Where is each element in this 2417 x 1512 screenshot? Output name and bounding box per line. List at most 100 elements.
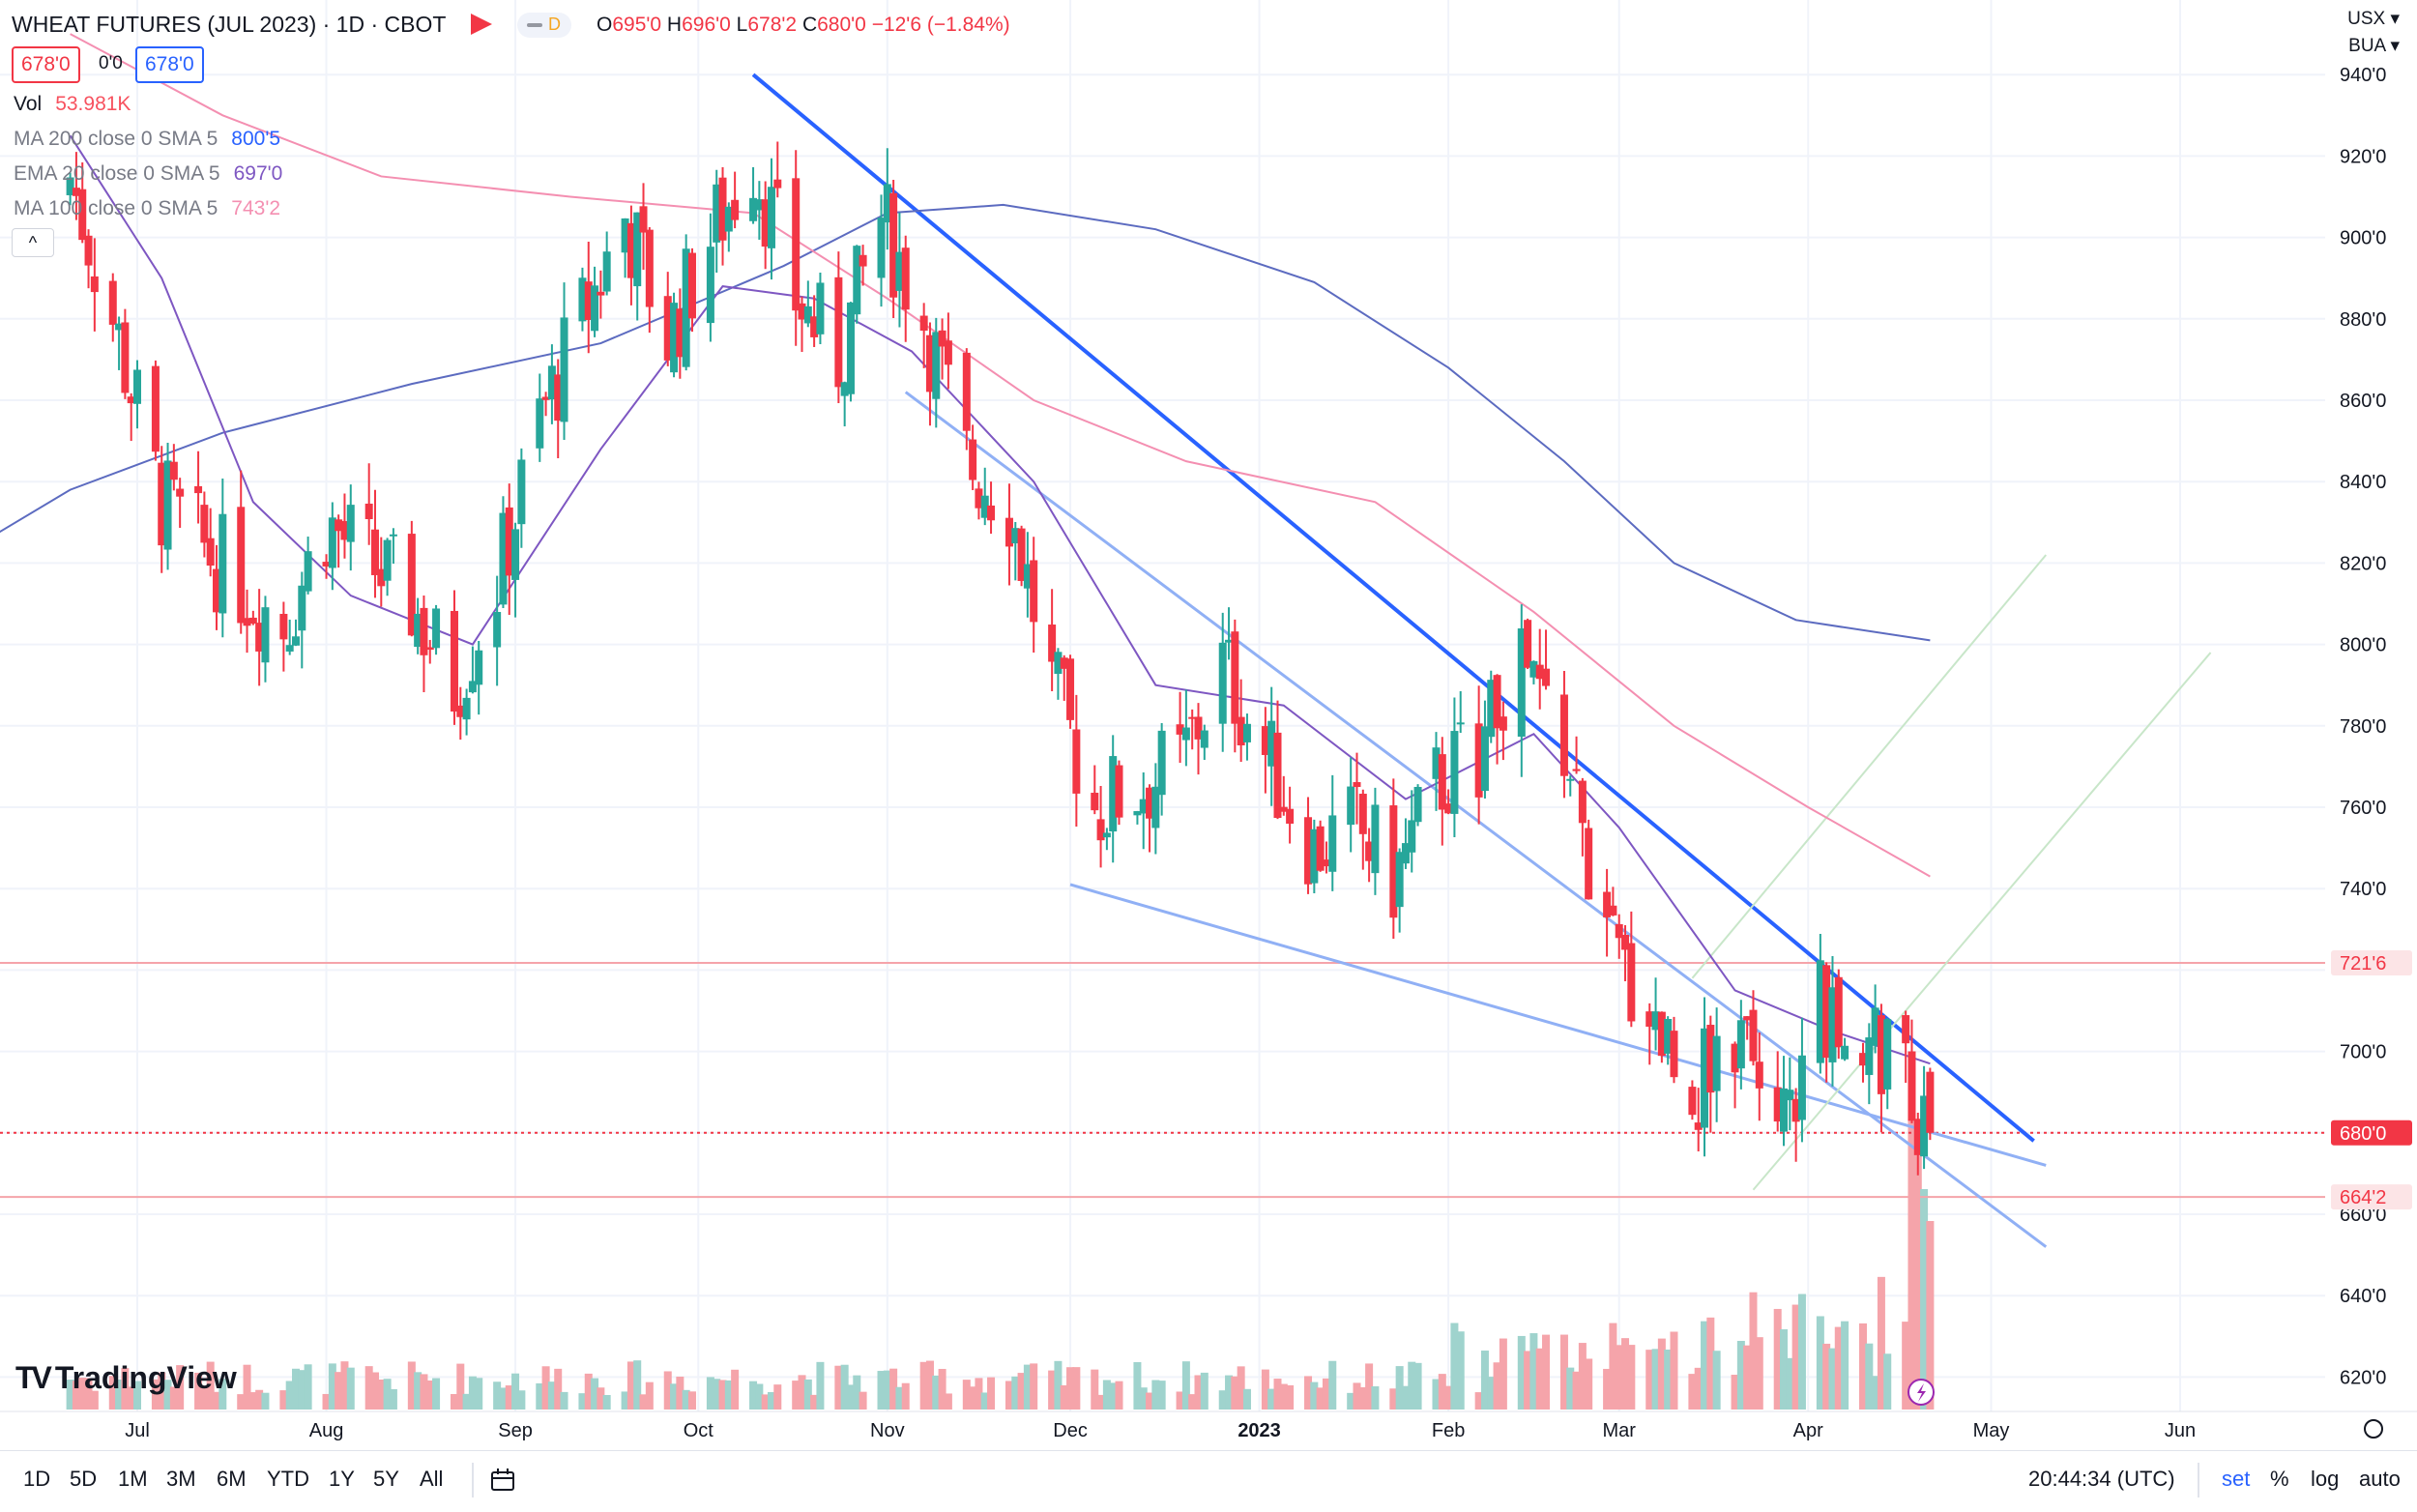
candle-body: [194, 485, 203, 494]
candle-body: [1542, 668, 1551, 686]
candle-body: [462, 697, 471, 720]
price-tick-label: 940'0: [2340, 65, 2386, 86]
volume-bar: [602, 1394, 611, 1410]
volume-bar: [773, 1384, 782, 1410]
volume-bar: [115, 1379, 124, 1410]
candle-body: [1048, 625, 1057, 662]
settlement-toggle[interactable]: set: [2222, 1467, 2251, 1491]
candle-body: [1877, 1015, 1885, 1094]
candle-body: [713, 184, 721, 243]
log-scale-toggle[interactable]: log: [2311, 1467, 2340, 1491]
currency-selector[interactable]: USX ▾: [2347, 9, 2400, 29]
candle-body: [853, 246, 861, 315]
range-ytd-button[interactable]: YTD: [267, 1467, 309, 1491]
volume-bar: [468, 1376, 477, 1410]
volume-bar: [255, 1389, 264, 1410]
time-axis[interactable]: Jul Aug Sep Oct Nov Dec 2023 Feb Mar Apr May Jun: [125, 1420, 2196, 1441]
price-tick-label: 900'0: [2340, 228, 2386, 249]
range-6m-button[interactable]: 6M: [217, 1467, 247, 1491]
volume-bar: [475, 1378, 483, 1410]
auto-scale-toggle[interactable]: auto: [2359, 1467, 2401, 1491]
range-5d-button[interactable]: 5D: [70, 1467, 98, 1491]
clock-time[interactable]: 20:44:34 (UTC): [2028, 1467, 2175, 1491]
volume-bar: [66, 1380, 74, 1410]
volume-bar: [151, 1379, 160, 1410]
collapse-legend-button[interactable]: ^: [12, 228, 54, 257]
symbol-title[interactable]: WHEAT FUTURES (JUL 2023) · 1D · CBOT: [12, 12, 447, 37]
toolbar-divider: [472, 1463, 474, 1497]
gear-icon[interactable]: [2364, 1419, 2383, 1439]
volume-bar: [731, 1369, 740, 1410]
range-1y-button[interactable]: 1Y: [329, 1467, 355, 1491]
indicator-ma200-value: 800'5: [231, 128, 281, 150]
price-chart[interactable]: 940'0 920'0 900'0 880'0 860'0 840'0 820'0 800'0…: [0, 0, 2417, 1450]
volume-bar: [853, 1375, 861, 1410]
candle-body: [248, 617, 257, 625]
candle-body: [975, 488, 983, 509]
volume-bar: [1237, 1366, 1245, 1410]
calendar-range-icon[interactable]: [489, 1467, 516, 1494]
candle-body: [298, 585, 306, 631]
volume-bar: [1871, 1376, 1879, 1410]
range-1m-button[interactable]: 1M: [118, 1467, 148, 1491]
candle-body: [1786, 1090, 1794, 1101]
candle-body: [901, 247, 910, 310]
volume-bar: [1907, 1119, 1916, 1410]
price-axis[interactable]: 940'0 920'0 900'0 880'0 860'0 840'0 820'0 800'0…: [2340, 65, 2386, 1388]
time-tick-label: Nov: [870, 1420, 905, 1441]
volume-bar: [626, 1361, 635, 1410]
range-all-button[interactable]: All: [420, 1467, 444, 1491]
buy-price-button[interactable]: 678'0: [135, 46, 204, 83]
volume-bar: [158, 1372, 166, 1410]
sell-price-button[interactable]: 678'0: [12, 46, 80, 83]
volume-bar: [1841, 1321, 1849, 1410]
time-tick-label: Sep: [498, 1420, 533, 1441]
price-tag-bg: [2331, 950, 2412, 976]
candle-body: [1920, 1095, 1929, 1157]
volume-bar: [1304, 1376, 1313, 1410]
candle-body: [792, 178, 801, 311]
volume-bar: [1859, 1323, 1868, 1410]
indicator-ema20[interactable]: EMA 20 close 0 SMA 5 697'0: [14, 162, 283, 185]
volume-bar: [243, 1364, 251, 1410]
volume-bar: [834, 1365, 843, 1410]
candle-body: [1102, 832, 1111, 838]
volume-bar: [663, 1371, 672, 1410]
unit-selector[interactable]: BUA ▾: [2348, 36, 2400, 56]
indicator-ma100[interactable]: MA 100 close 0 SMA 5 743'2: [14, 197, 281, 219]
candle-body: [755, 199, 764, 211]
candle-body: [1559, 694, 1568, 776]
indicator-ma200[interactable]: MA 200 close 0 SMA 5 800'5: [14, 128, 281, 150]
volume-bar: [1060, 1384, 1068, 1410]
candle-body: [1773, 1087, 1782, 1122]
candle-body: [1273, 732, 1282, 819]
volume-bar: [1828, 1348, 1837, 1410]
candle-body: [1712, 1035, 1721, 1091]
volume-bar: [1913, 1134, 1922, 1410]
candle-body: [1017, 528, 1026, 581]
volume-bar: [1328, 1360, 1337, 1410]
candlesticks: [66, 141, 1935, 1176]
low-label: L: [736, 14, 748, 36]
delay-badge[interactable]: D: [517, 13, 571, 38]
time-tick-label: Mar: [1602, 1420, 1636, 1441]
toolbar-divider-2: [2198, 1463, 2199, 1497]
range-5y-button[interactable]: 5Y: [373, 1467, 399, 1491]
volume-bar: [554, 1368, 563, 1410]
price-tick-label: 760'0: [2340, 798, 2386, 819]
candle-body: [475, 650, 483, 685]
candle-body: [1444, 803, 1453, 814]
flag-icon[interactable]: [471, 14, 492, 35]
range-3m-button[interactable]: 3M: [166, 1467, 196, 1491]
price-tag-bg: [2331, 1184, 2412, 1210]
range-1d-button[interactable]: 1D: [23, 1467, 51, 1491]
volume-bar: [1023, 1364, 1032, 1410]
candle-body: [1432, 747, 1441, 779]
candle-body: [1304, 817, 1313, 885]
volume-bar: [1736, 1341, 1745, 1410]
volume-bar: [163, 1380, 172, 1410]
candle-body: [1389, 805, 1398, 918]
volume-bar: [578, 1393, 587, 1410]
percent-scale-toggle[interactable]: %: [2270, 1467, 2289, 1491]
indicator-volume[interactable]: Vol 53.981K: [14, 93, 131, 115]
